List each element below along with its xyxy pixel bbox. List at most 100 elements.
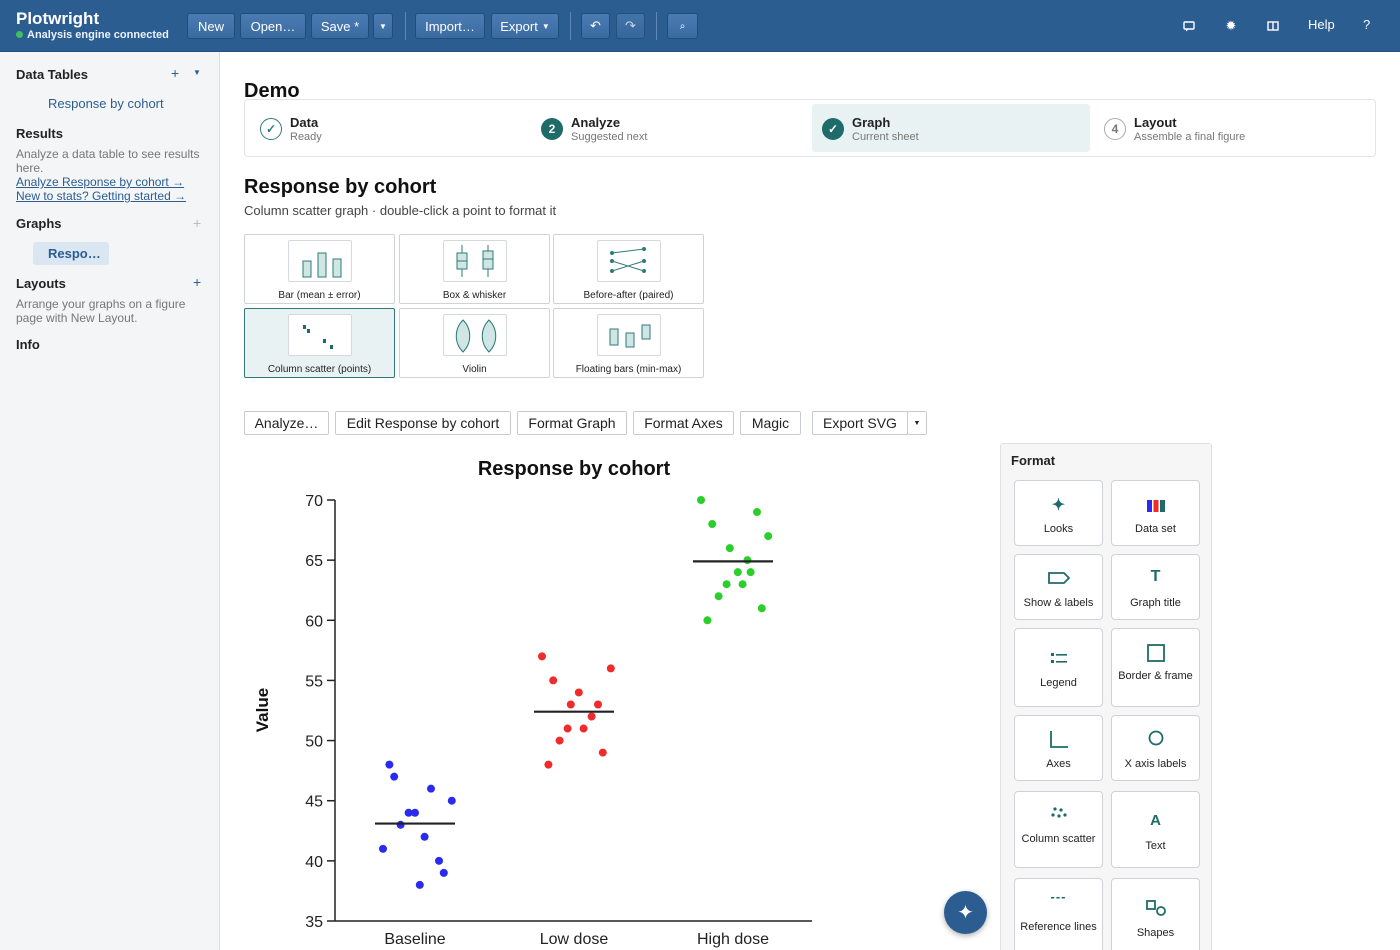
data-point[interactable] bbox=[379, 844, 387, 853]
book-icon[interactable] bbox=[1261, 14, 1285, 38]
data-point[interactable] bbox=[447, 796, 456, 805]
add-graph-plus-icon[interactable]: + bbox=[193, 215, 202, 231]
help-link[interactable]: Help bbox=[1308, 17, 1335, 32]
data-point[interactable] bbox=[563, 724, 572, 733]
format-axes-card-button[interactable]: Axes bbox=[1014, 715, 1103, 781]
data-point[interactable] bbox=[733, 568, 742, 577]
redo-button[interactable]: ↷ bbox=[616, 13, 645, 39]
data-point[interactable] bbox=[420, 832, 429, 841]
step-layout[interactable]: 4 Layout Assemble a final figure bbox=[1089, 104, 1369, 152]
sidebar-heading-data-tables: Data Tables bbox=[16, 67, 89, 82]
data-point[interactable] bbox=[538, 652, 546, 661]
export-svg-button[interactable]: Export SVG bbox=[812, 411, 908, 435]
sidebar-heading-info[interactable]: Info bbox=[16, 337, 40, 352]
data-point[interactable] bbox=[549, 676, 558, 685]
data-point[interactable] bbox=[594, 700, 602, 709]
format-border-frame-button[interactable]: Border & frame bbox=[1111, 628, 1200, 707]
export-svg-chevron-down-icon[interactable]: ▼ bbox=[907, 411, 927, 435]
format-looks-button[interactable]: ✦ Looks bbox=[1014, 480, 1103, 546]
data-point[interactable] bbox=[697, 496, 705, 504]
data-point[interactable] bbox=[746, 568, 755, 577]
graph-type-before-after[interactable]: Before-after (paired) bbox=[553, 234, 704, 304]
format-graph-title-button[interactable]: T Graph title bbox=[1111, 554, 1200, 620]
undo-button[interactable]: ↶ bbox=[581, 13, 610, 39]
data-point[interactable] bbox=[725, 544, 734, 553]
analyze-link[interactable]: Analyze Response by cohort → bbox=[16, 175, 185, 189]
settings-gear-icon[interactable]: ✹ bbox=[1225, 18, 1237, 33]
data-tables-chevron-down-icon[interactable]: ▼ bbox=[193, 68, 201, 77]
sidebar-item-graph[interactable]: Respo… bbox=[33, 242, 109, 265]
data-point[interactable] bbox=[598, 748, 607, 757]
analyze-button[interactable]: Analyze… bbox=[244, 411, 329, 435]
data-point[interactable] bbox=[415, 880, 424, 889]
scatter-chart[interactable]: Response by cohort Value 35 40 45 50 55 60 65 7… bbox=[244, 450, 844, 950]
data-point[interactable] bbox=[435, 856, 443, 865]
graph-type-column-scatter[interactable]: Column scatter (points) bbox=[244, 308, 395, 378]
add-layout-plus-icon[interactable]: + bbox=[193, 274, 202, 290]
data-point[interactable] bbox=[579, 724, 588, 733]
open-button[interactable]: Open… bbox=[240, 13, 306, 39]
step-analyze[interactable]: 2 Analyze Suggested next bbox=[526, 104, 806, 152]
format-reference-lines-button[interactable]: --- Reference lines bbox=[1014, 878, 1103, 950]
data-point[interactable] bbox=[587, 712, 596, 721]
step-title: Data bbox=[290, 115, 319, 130]
data-point[interactable] bbox=[753, 508, 761, 517]
data-point[interactable] bbox=[555, 736, 564, 745]
format-text-button[interactable]: A Text bbox=[1111, 791, 1200, 868]
question-icon[interactable]: ? bbox=[1363, 17, 1371, 32]
data-point[interactable] bbox=[574, 688, 583, 697]
data-point[interactable] bbox=[606, 664, 615, 673]
graph-type-box-whisker[interactable]: Box & whisker bbox=[399, 234, 550, 304]
graph-type-bar[interactable]: Bar (mean ± error) bbox=[244, 234, 395, 304]
assistant-sparkle-button[interactable]: ✦ bbox=[944, 891, 987, 934]
format-column-scatter-button[interactable]: Column scatter bbox=[1014, 791, 1103, 868]
format-graph-button[interactable]: Format Graph bbox=[517, 411, 627, 435]
x-category-label[interactable]: Baseline bbox=[384, 931, 445, 948]
import-button[interactable]: Import… bbox=[415, 13, 485, 39]
circle-icon bbox=[1112, 730, 1199, 751]
x-category-label[interactable]: Low dose bbox=[540, 931, 609, 948]
data-point[interactable] bbox=[404, 808, 413, 817]
format-panel-title: Format bbox=[1011, 453, 1056, 468]
y-axis-label[interactable]: Value bbox=[253, 688, 272, 732]
sidebar-item-response-by-cohort[interactable]: Response by cohort bbox=[48, 96, 164, 111]
edit-data-button[interactable]: Edit Response by cohort bbox=[335, 411, 511, 435]
data-point[interactable] bbox=[544, 760, 553, 769]
new-button[interactable]: New bbox=[187, 13, 235, 39]
format-show-labels-button[interactable]: Show & labels bbox=[1014, 554, 1103, 620]
data-point[interactable] bbox=[390, 772, 399, 781]
step-data[interactable]: ✓ Data Ready bbox=[245, 104, 525, 152]
data-point[interactable] bbox=[743, 556, 752, 565]
data-point[interactable] bbox=[411, 808, 419, 817]
format-shapes-button[interactable]: Shapes bbox=[1111, 878, 1200, 950]
getting-started-link[interactable]: New to stats? Getting started → bbox=[16, 189, 187, 203]
x-category-label[interactable]: High dose bbox=[697, 931, 769, 948]
data-point[interactable] bbox=[427, 784, 435, 793]
graph-type-violin[interactable]: Violin bbox=[399, 308, 550, 378]
magic-button[interactable]: Magic bbox=[740, 411, 801, 435]
data-point[interactable] bbox=[722, 580, 731, 589]
format-x-axis-labels-button[interactable]: X axis labels bbox=[1111, 715, 1200, 781]
save-button[interactable]: Save * bbox=[311, 13, 369, 39]
data-point[interactable] bbox=[714, 592, 723, 601]
data-point[interactable] bbox=[738, 580, 747, 589]
data-point[interactable] bbox=[439, 868, 448, 877]
data-point[interactable] bbox=[757, 604, 766, 613]
format-axes-button[interactable]: Format Axes bbox=[633, 411, 734, 435]
format-data-set-button[interactable]: Data set bbox=[1111, 480, 1200, 546]
format-legend-button[interactable]: Legend bbox=[1014, 628, 1103, 707]
data-point[interactable] bbox=[566, 700, 575, 709]
data-point[interactable] bbox=[385, 760, 394, 769]
data-point[interactable] bbox=[708, 520, 717, 529]
export-button[interactable]: Export ▼ bbox=[491, 13, 559, 39]
add-data-table-plus-icon[interactable]: + bbox=[171, 65, 180, 81]
data-point[interactable] bbox=[764, 532, 773, 541]
step-graph[interactable]: ✓ Graph Current sheet bbox=[812, 104, 1090, 152]
comments-icon[interactable] bbox=[1177, 14, 1201, 38]
data-point[interactable] bbox=[396, 820, 405, 829]
data-point[interactable] bbox=[703, 616, 712, 625]
status-dot-icon bbox=[16, 31, 23, 38]
save-menu-chevron-down-icon[interactable]: ▼ bbox=[373, 13, 393, 39]
search-button[interactable]: ⌕ bbox=[667, 13, 698, 39]
graph-type-floating-bars[interactable]: Floating bars (min-max) bbox=[553, 308, 704, 378]
